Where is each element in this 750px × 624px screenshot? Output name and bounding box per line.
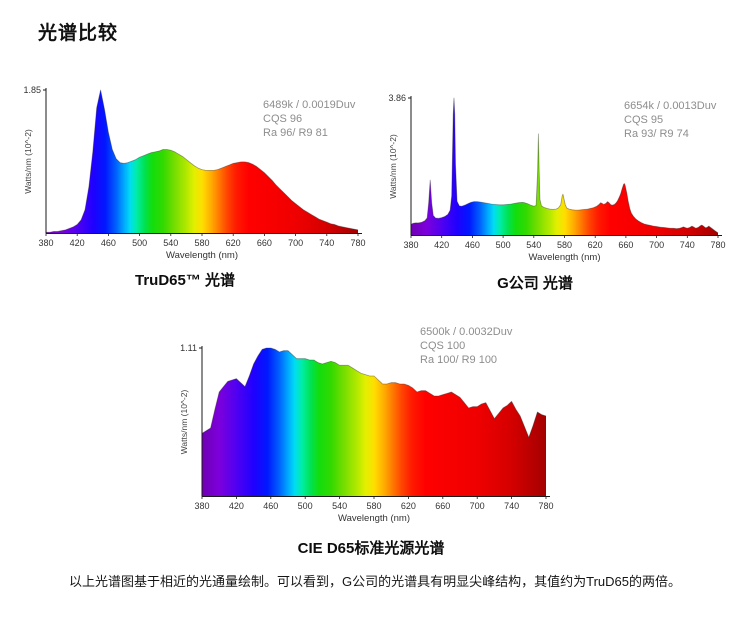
x-tick-label: 500 <box>132 238 147 248</box>
annotation-line: Ra 96/ R9 81 <box>263 127 328 139</box>
x-tick-label: 380 <box>194 501 209 511</box>
x-tick-label: 660 <box>257 238 272 248</box>
spectrum-area <box>46 90 358 233</box>
x-tick-label: 700 <box>649 240 664 250</box>
spectrum-chart-trud65: 1.85 Watts/nm (10^-2) 380 420 460 500 540 580 62… <box>20 78 370 264</box>
x-tick-label: 620 <box>401 501 416 511</box>
annotation-line: 6500k / 0.0032Duv <box>420 326 513 338</box>
chart-caption-cie-d65: CIE D65标准光源光谱 <box>297 540 445 557</box>
spectrum-chart-cie-d65: 1.11 Watts/nm (10^-2) 380 420 460 500 540 580 62… <box>175 308 567 526</box>
y-axis-label: Watts/nm (10^-2) <box>179 390 189 455</box>
chart-caption-g-company: G公司 光谱 <box>497 275 573 292</box>
x-axis-label: Wavelength (nm) <box>166 250 238 261</box>
x-tick-label: 740 <box>680 240 695 250</box>
annotation-line: Ra 100/ R9 100 <box>420 354 497 366</box>
annotation-line: CQS 100 <box>420 340 465 352</box>
x-tick-label: 660 <box>435 501 450 511</box>
annotation-line: Ra 93/ R9 74 <box>624 128 689 140</box>
spectrum-outline <box>410 97 719 234</box>
spectrum-chart-g-company: 3.86 Watts/nm (10^-2) 380 420 460 500 540 580 62… <box>385 78 735 264</box>
x-tick-label: 380 <box>38 238 53 248</box>
y-axis-label: Watts/nm (10^-2) <box>23 129 33 194</box>
x-tick-label: 780 <box>538 501 553 511</box>
spectrum-outline <box>201 347 547 438</box>
x-tick-label: 700 <box>288 238 303 248</box>
y-axis-label: Watts/nm (10^-2) <box>388 134 398 199</box>
x-tick-label: 420 <box>229 501 244 511</box>
spectrum-plot-cie-d65: 1.11 Watts/nm (10^-2) 380 420 460 500 540 580 62… <box>179 326 554 524</box>
spectrum-area <box>202 348 546 496</box>
y-max-label: 1.11 <box>180 343 197 353</box>
x-tick-label: 380 <box>403 240 418 250</box>
x-tick-label: 620 <box>226 238 241 248</box>
spectrum-outline <box>46 89 359 233</box>
x-tick-label: 780 <box>350 238 365 248</box>
x-tick-label: 580 <box>366 501 381 511</box>
x-tick-label: 780 <box>710 240 725 250</box>
x-axis-label: Wavelength (nm) <box>529 252 601 263</box>
footnote-text: 以上光谱图基于相近的光通量绘制。可以看到，G公司的光谱具有明显尖峰结构，其值约为… <box>69 574 681 589</box>
x-tick-label: 740 <box>504 501 519 511</box>
x-tick-label: 660 <box>618 240 633 250</box>
annotation-line: 6654k / 0.0013Duv <box>624 100 717 112</box>
x-tick-label: 420 <box>434 240 449 250</box>
spectrum-area <box>411 98 718 235</box>
annotation-line: 6489k / 0.0019Duv <box>263 99 356 111</box>
spectrum-plot-g-company: 3.86 Watts/nm (10^-2) 380 420 460 500 540 580 62… <box>388 93 726 263</box>
annotation-line: CQS 96 <box>263 113 302 125</box>
x-tick-label: 580 <box>194 238 209 248</box>
x-tick-label: 540 <box>526 240 541 250</box>
y-max-label: 1.85 <box>23 85 41 95</box>
x-tick-label: 580 <box>557 240 572 250</box>
x-tick-label: 460 <box>465 240 480 250</box>
x-tick-label: 620 <box>588 240 603 250</box>
y-max-label: 3.86 <box>388 93 406 103</box>
page-title: 光谱比较 <box>38 23 119 44</box>
x-tick-label: 540 <box>332 501 347 511</box>
spectrum-plot-trud65: 1.85 Watts/nm (10^-2) 380 420 460 500 540 580 62… <box>23 85 366 261</box>
x-tick-label: 460 <box>101 238 116 248</box>
x-tick-label: 500 <box>298 501 313 511</box>
x-tick-label: 500 <box>496 240 511 250</box>
chart-caption-trud65: TruD65™ 光谱 <box>134 272 236 289</box>
x-tick-label: 740 <box>319 238 334 248</box>
x-tick-label: 540 <box>163 238 178 248</box>
annotation-line: CQS 95 <box>624 114 663 126</box>
x-tick-label: 700 <box>470 501 485 511</box>
x-tick-label: 460 <box>263 501 278 511</box>
x-axis-label: Wavelength (nm) <box>338 513 410 524</box>
x-tick-label: 420 <box>70 238 85 248</box>
